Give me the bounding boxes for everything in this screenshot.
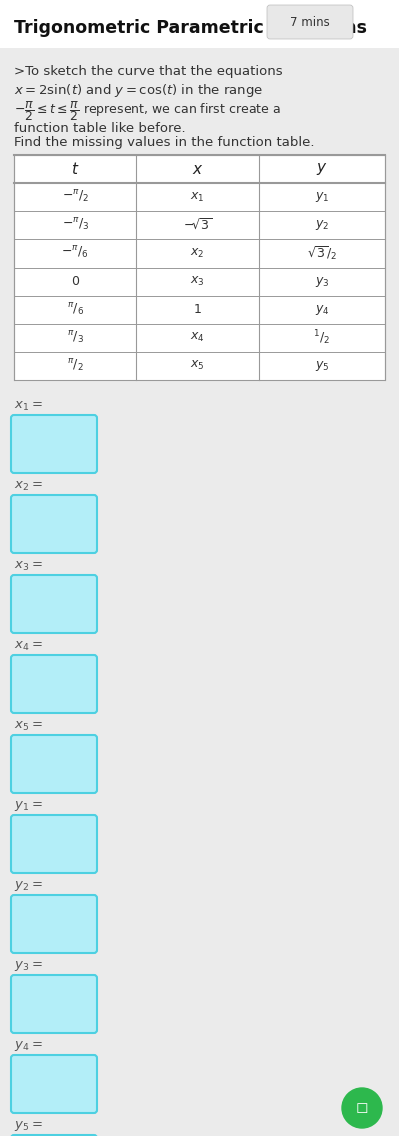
Text: 7 mins: 7 mins	[290, 16, 330, 28]
Text: $y_2 =$: $y_2 =$	[14, 879, 43, 893]
Text: $\mathit{y}$: $\mathit{y}$	[316, 161, 328, 177]
Circle shape	[342, 1088, 382, 1128]
Text: $y_3$: $y_3$	[315, 275, 329, 289]
FancyBboxPatch shape	[11, 895, 97, 953]
Text: $x_4 =$: $x_4 =$	[14, 640, 43, 652]
Text: $x_5$: $x_5$	[190, 359, 205, 373]
Text: $-^{\pi}/_{2}$: $-^{\pi}/_{2}$	[61, 189, 89, 206]
Text: $^{1}/_{2}$: $^{1}/_{2}$	[314, 328, 330, 348]
Text: $y_3 =$: $y_3 =$	[14, 959, 43, 974]
Text: Find the missing values in the function table.: Find the missing values in the function …	[14, 136, 314, 149]
Text: function table like before.: function table like before.	[14, 122, 186, 135]
Text: $y_4$: $y_4$	[314, 302, 329, 317]
Text: $-\!\sqrt{3}$: $-\!\sqrt{3}$	[183, 218, 212, 233]
Text: $0$: $0$	[71, 275, 80, 289]
Text: $-\dfrac{\pi}{2} \leq t \leq \dfrac{\pi}{2}$ represent, we can first create a: $-\dfrac{\pi}{2} \leq t \leq \dfrac{\pi}…	[14, 99, 281, 123]
Text: $x = 2\sin(t)$ and $y = \cos(t)$ in the range: $x = 2\sin(t)$ and $y = \cos(t)$ in the …	[14, 82, 263, 99]
Text: $^{\pi}/_{6}$: $^{\pi}/_{6}$	[67, 302, 84, 318]
FancyBboxPatch shape	[267, 5, 353, 39]
Text: $-^{\pi}/_{6}$: $-^{\pi}/_{6}$	[61, 245, 89, 261]
Text: $x_3$: $x_3$	[190, 275, 205, 289]
Text: $y_5$: $y_5$	[315, 359, 329, 373]
Text: $-^{\pi}/_{3}$: $-^{\pi}/_{3}$	[61, 217, 89, 233]
FancyBboxPatch shape	[11, 575, 97, 633]
Text: $x_2$: $x_2$	[190, 247, 205, 260]
FancyBboxPatch shape	[11, 1055, 97, 1113]
Text: $\mathit{x}$: $\mathit{x}$	[192, 161, 203, 176]
Text: $x_4$: $x_4$	[190, 332, 205, 344]
FancyBboxPatch shape	[14, 154, 385, 381]
FancyBboxPatch shape	[11, 495, 97, 553]
Text: $y_1 =$: $y_1 =$	[14, 799, 43, 813]
FancyBboxPatch shape	[11, 655, 97, 713]
Text: Trigonometric Parametric Equations: Trigonometric Parametric Equations	[14, 19, 367, 37]
Text: $x_3 =$: $x_3 =$	[14, 559, 43, 573]
Text: $1$: $1$	[193, 303, 202, 316]
FancyBboxPatch shape	[11, 735, 97, 793]
Text: $x_2 =$: $x_2 =$	[14, 479, 43, 493]
Text: $x_1$: $x_1$	[190, 191, 205, 203]
FancyBboxPatch shape	[11, 975, 97, 1033]
Text: ◻: ◻	[356, 1101, 368, 1116]
Text: $y_5 =$: $y_5 =$	[14, 1119, 43, 1133]
Text: $y_4 =$: $y_4 =$	[14, 1039, 43, 1053]
Text: $\sqrt{3}/_{2}$: $\sqrt{3}/_{2}$	[307, 244, 337, 262]
Text: $y_1$: $y_1$	[315, 190, 329, 204]
FancyBboxPatch shape	[11, 415, 97, 473]
Text: $x_1 =$: $x_1 =$	[14, 400, 43, 412]
Text: $y_2$: $y_2$	[315, 218, 329, 233]
Text: $x_5 =$: $x_5 =$	[14, 719, 43, 733]
FancyBboxPatch shape	[11, 815, 97, 872]
Text: $\mathit{t}$: $\mathit{t}$	[71, 161, 79, 177]
Text: >To sketch the curve that the equations: >To sketch the curve that the equations	[14, 65, 282, 78]
Text: $^{\pi}/_{3}$: $^{\pi}/_{3}$	[67, 329, 84, 345]
FancyBboxPatch shape	[0, 0, 399, 48]
Text: $^{\pi}/_{2}$: $^{\pi}/_{2}$	[67, 358, 83, 374]
